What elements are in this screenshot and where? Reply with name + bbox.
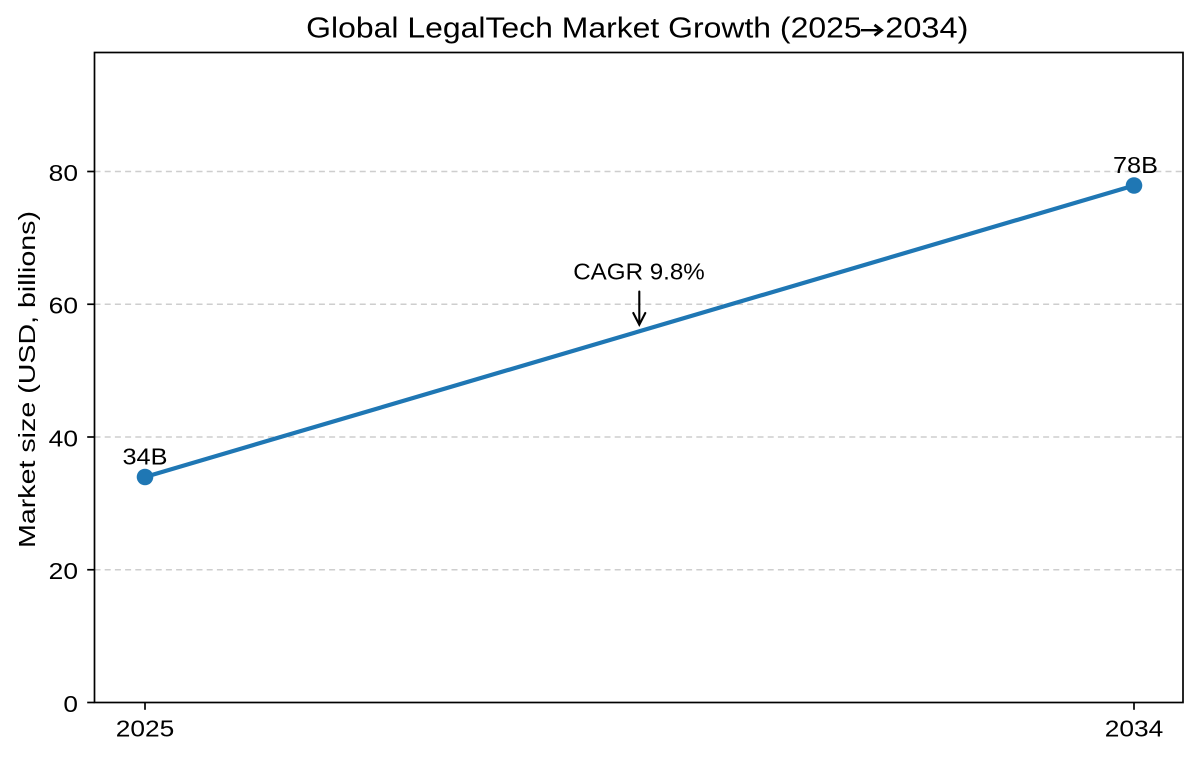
svg-text:2034: 2034 (1105, 715, 1164, 741)
svg-text:20: 20 (49, 558, 78, 584)
svg-text:CAGR 9.8%: CAGR 9.8% (573, 258, 705, 284)
svg-text:34B: 34B (123, 444, 168, 470)
svg-text:80: 80 (49, 160, 78, 186)
svg-text:2025: 2025 (116, 715, 175, 741)
svg-text:0: 0 (63, 691, 78, 717)
svg-text:Global LegalTech Market Growth: Global LegalTech Market Growth (2025 (306, 12, 861, 44)
svg-text:78B: 78B (1113, 152, 1158, 178)
svg-text:40: 40 (49, 425, 78, 451)
svg-text:Market size (USD, billions): Market size (USD, billions) (14, 211, 40, 548)
svg-text:2034): 2034) (885, 12, 968, 44)
svg-text:60: 60 (49, 293, 78, 319)
